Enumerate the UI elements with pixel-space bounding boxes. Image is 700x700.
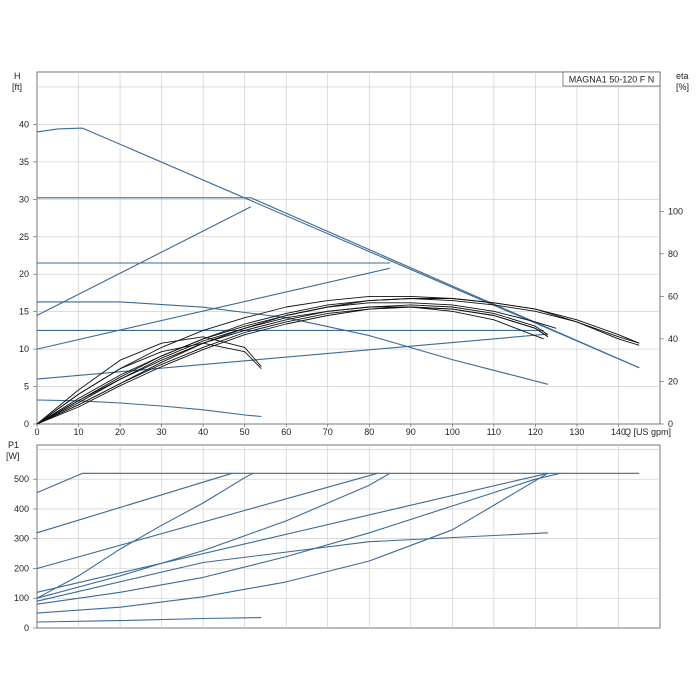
title-box [562,71,661,87]
y-axis-unit: [ft] [12,82,22,92]
head-curve-9 [36,333,548,380]
y2-tick-label: 80 [668,249,678,259]
p1-tick-label: 400 [14,504,29,514]
p1-tick-label: 300 [14,534,29,544]
power-curve-3 [36,472,378,570]
y-tick-label: 0 [24,419,29,429]
head-efficiency-panel [36,71,661,425]
efficiency-curve-7 [36,306,544,425]
p1-tick-label: 200 [14,563,29,573]
y-tick-label: 10 [19,344,29,354]
efficiency-curve-6 [36,306,549,425]
bottom-plot-frame [36,444,661,629]
efficiency-curve-8 [36,336,262,425]
y-tick-label: 15 [19,307,29,317]
power-panel [36,444,661,629]
head-curve-8 [36,267,391,350]
y2-tick-label: 40 [668,334,678,344]
y-axis-label: H [14,71,21,81]
x-tick-label: 80 [364,427,374,437]
x-tick-label: 40 [198,427,208,437]
x-tick-label: 90 [406,427,416,437]
x-tick-label: 30 [157,427,167,437]
efficiency-curve-9 [36,342,262,425]
power-curve-9 [36,617,262,623]
x-tick-label: 120 [528,427,543,437]
x-tick-label: 140 [611,427,626,437]
y2-axis-unit: [%] [676,82,689,92]
power-curve-6 [36,472,561,605]
x-tick-label: 10 [74,427,84,437]
head-curve-2 [250,197,640,369]
x-tick-label: 60 [281,427,291,437]
x-tick-label: 0 [34,427,39,437]
y2-tick-label: 0 [668,419,673,429]
p1-axis-unit: [W] [6,451,20,461]
p1-axis-label: P1 [8,440,19,450]
y2-tick-label: 100 [668,206,683,216]
power-curve-4 [36,472,391,599]
chart-title: MAGNA1 50-120 F N [569,75,655,85]
y-tick-label: 20 [19,269,29,279]
y2-tick-label: 60 [668,291,678,301]
y-tick-label: 40 [19,119,29,129]
y2-axis-label: eta [676,71,689,81]
x-tick-label: 70 [323,427,333,437]
p1-tick-label: 100 [14,593,29,603]
p1-tick-label: 500 [14,474,29,484]
p1-tick-label: 0 [24,623,29,633]
x-tick-label: 130 [569,427,584,437]
x-axis-label: Q [US gpm] [624,427,671,437]
power-curve-7 [36,532,548,602]
x-tick-label: 100 [445,427,460,437]
x-tick-label: 20 [115,427,125,437]
power-curve-1 [36,472,233,534]
power-curve-5 [36,472,549,593]
x-tick-label: 50 [240,427,250,437]
efficiency-curve-3 [36,302,557,425]
power-curve-8 [36,472,549,614]
efficiency-curve-0 [36,295,640,425]
x-tick-label: 110 [487,427,501,437]
y-tick-label: 25 [19,232,29,242]
power-curve-0 [36,472,640,494]
y2-tick-label: 20 [668,376,678,386]
y-tick-label: 5 [24,382,29,392]
efficiency-curve-2 [36,298,640,425]
head-curve-0 [36,127,640,369]
head-curve-7 [36,206,252,316]
efficiency-curve-1 [36,298,640,425]
y-tick-label: 30 [19,194,29,204]
power-curve-2 [36,472,254,599]
y-tick-label: 35 [19,157,29,167]
